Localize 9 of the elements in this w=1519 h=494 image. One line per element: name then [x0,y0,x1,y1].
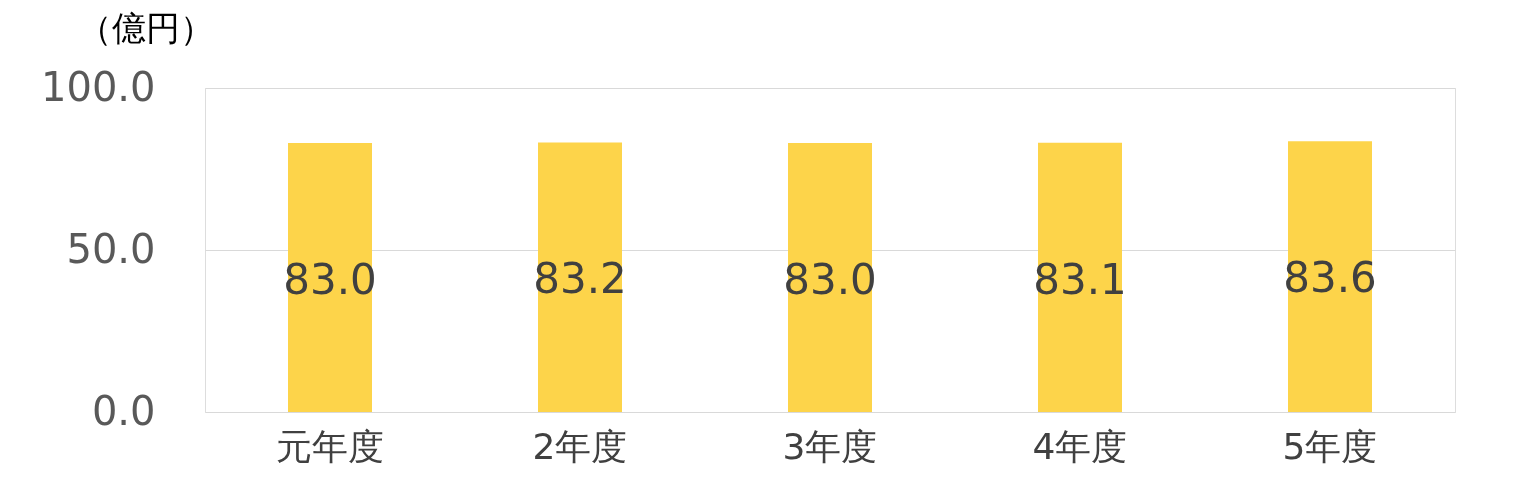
x-tick-label: 2年度 [532,425,628,467]
y-tick-label: 100.0 [40,63,156,110]
x-tick-label: 4年度 [1032,425,1128,467]
x-tick-label: 5年度 [1282,425,1378,467]
y-tick-label: 50.0 [66,225,156,272]
x-tick-label: 3年度 [782,425,878,467]
x-tick-label: 元年度 [276,425,384,467]
y-tick-label: 0.0 [91,387,156,434]
y-axis-title: （億円） [77,7,214,48]
